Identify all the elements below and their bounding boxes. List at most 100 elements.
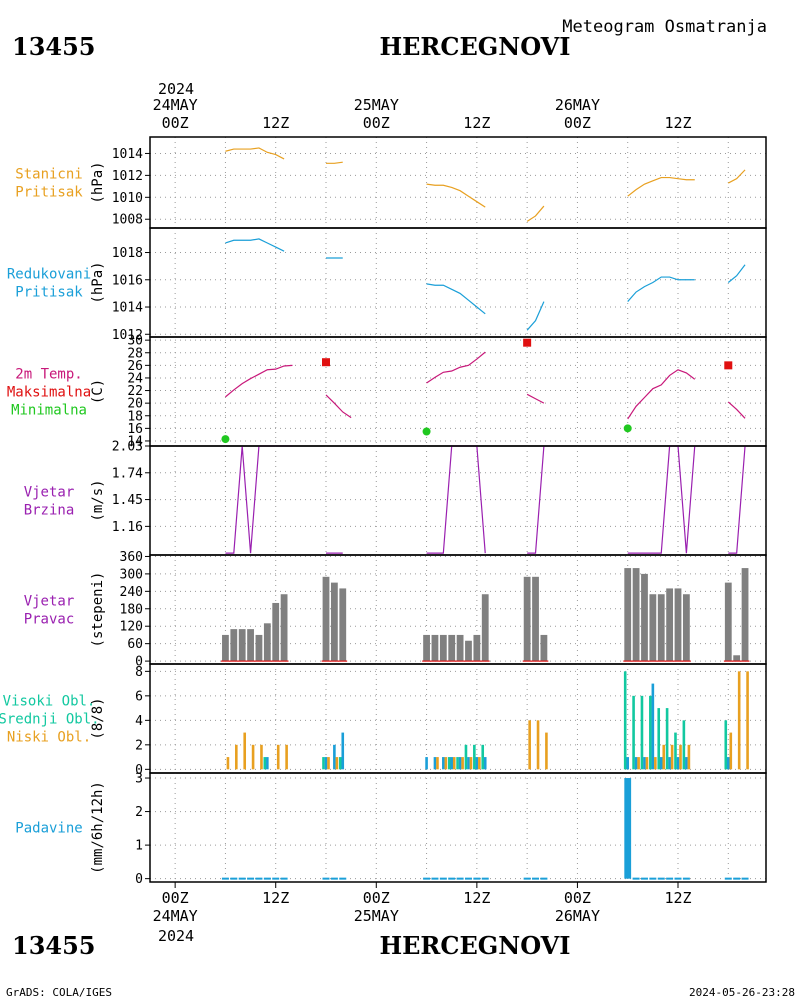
cloud-bar bbox=[456, 757, 459, 770]
max-temp-marker bbox=[724, 361, 733, 370]
y-tick-label: 1014 bbox=[112, 147, 143, 162]
unit-label: (hPa) bbox=[90, 261, 106, 303]
cloud-bar bbox=[662, 744, 666, 770]
cloud-bar bbox=[724, 720, 728, 770]
cloud-bar bbox=[651, 683, 655, 770]
unit-label: (8/8) bbox=[90, 697, 106, 739]
series-line bbox=[627, 176, 695, 197]
series-line bbox=[526, 301, 545, 331]
y-tick-label: 1.16 bbox=[112, 520, 143, 535]
top-hour-label: 12Z bbox=[463, 114, 490, 132]
bottom-date-label: 25MAY bbox=[354, 907, 399, 925]
bar bbox=[682, 594, 690, 662]
bar bbox=[674, 588, 682, 662]
bar bbox=[532, 576, 539, 662]
series-line bbox=[627, 445, 696, 554]
bar bbox=[255, 634, 263, 662]
cloud-bar bbox=[243, 732, 247, 770]
cloud-bar bbox=[442, 757, 445, 770]
bar bbox=[481, 594, 489, 662]
cloud-bar bbox=[536, 720, 540, 770]
bar bbox=[724, 582, 732, 662]
cloud-bar bbox=[676, 757, 680, 770]
panel-label-line: Vjetar bbox=[24, 594, 75, 610]
top-date-label: 26MAY bbox=[555, 96, 600, 114]
bar bbox=[448, 634, 456, 662]
panels: 1008101010121014(hPa)StanicniPritisak101… bbox=[0, 136, 767, 887]
min-temp-marker bbox=[422, 427, 431, 436]
y-tick-label: 22 bbox=[127, 384, 143, 399]
panel-redukovani-pritisak: 1012 1014 1016 1018 (hPa)Redukovani Pritisak bbox=[7, 227, 767, 343]
cloud-bar bbox=[483, 757, 487, 770]
cloud-bar bbox=[726, 757, 730, 770]
bar bbox=[465, 640, 472, 662]
cloud-bar bbox=[276, 744, 280, 770]
cloud-bar bbox=[444, 757, 448, 770]
bar bbox=[657, 594, 665, 662]
y-tick-label: 1 bbox=[135, 839, 143, 854]
max-temp-marker bbox=[523, 338, 532, 347]
y-tick-label: 1012 bbox=[112, 328, 143, 343]
unit-label: (m/s) bbox=[90, 479, 106, 521]
y-tick-label: 26 bbox=[127, 359, 143, 374]
panel-oblaci: 0 2 4 6 8 (8/8)Visoki Obl. Srednji Obl. Niski O… bbox=[0, 663, 767, 778]
cloud-bar bbox=[333, 744, 336, 770]
cloud-bar bbox=[634, 757, 638, 770]
cloud-bar bbox=[481, 744, 485, 770]
series-line bbox=[727, 264, 746, 283]
series-line bbox=[526, 205, 545, 222]
panel-label-line: Pravac bbox=[24, 612, 75, 628]
panel-label-line: Vjetar bbox=[24, 485, 75, 501]
bottom-hour-label: 00Z bbox=[363, 889, 390, 907]
panel-frame bbox=[149, 136, 767, 229]
bar bbox=[523, 576, 531, 662]
y-tick-label: 14 bbox=[127, 434, 143, 449]
y-tick-label: 1014 bbox=[112, 301, 143, 316]
cloud-bar bbox=[685, 757, 688, 770]
panel-frame bbox=[149, 663, 767, 774]
top-date-label: 25MAY bbox=[354, 96, 399, 114]
cloud-bar bbox=[461, 757, 464, 770]
cloud-bar bbox=[528, 720, 531, 770]
bar bbox=[280, 594, 288, 662]
cloud-bar bbox=[674, 732, 677, 770]
y-tick-label: 2 bbox=[135, 738, 143, 753]
cloud-bar bbox=[458, 757, 462, 770]
chart-title: Meteogram Osmatranja bbox=[562, 17, 767, 37]
y-tick-label: 16 bbox=[127, 422, 143, 437]
top-hour-label: 00Z bbox=[363, 114, 390, 132]
series-line bbox=[225, 147, 285, 160]
min-temp-marker bbox=[221, 435, 230, 444]
bar bbox=[741, 568, 749, 662]
cloud-bar bbox=[324, 757, 328, 770]
max-temp-marker bbox=[322, 358, 330, 367]
y-tick-label: 1018 bbox=[112, 246, 143, 261]
cloud-bar bbox=[473, 744, 476, 770]
unit-label: (C) bbox=[90, 379, 106, 404]
cloud-bar bbox=[729, 732, 733, 770]
series-line bbox=[727, 401, 746, 419]
bar bbox=[238, 629, 246, 662]
series-line bbox=[426, 183, 486, 208]
cloud-bar bbox=[335, 757, 339, 770]
bar bbox=[230, 629, 238, 662]
cloud-bar bbox=[670, 744, 674, 770]
series-line bbox=[627, 276, 695, 302]
start-year-top: 2024 bbox=[158, 80, 194, 98]
unit-label: (mm/6h/12h) bbox=[90, 781, 106, 874]
panel-vjetar-brzina: 1.16 1.45 1.74 2.03 (m/s) Vjetar Brzina bbox=[24, 440, 767, 556]
series-line bbox=[326, 161, 343, 164]
bottom-hour-label: 00Z bbox=[162, 889, 189, 907]
bar bbox=[322, 576, 330, 662]
bar bbox=[649, 594, 657, 662]
y-tick-label: 30 bbox=[127, 334, 143, 349]
cloud-bar bbox=[545, 732, 548, 770]
y-tick-label: 0 bbox=[135, 872, 143, 887]
y-tick-label: 1.74 bbox=[112, 466, 143, 481]
series-line bbox=[728, 169, 746, 184]
cloud-bar bbox=[251, 744, 255, 770]
cloud-bar bbox=[637, 757, 640, 770]
